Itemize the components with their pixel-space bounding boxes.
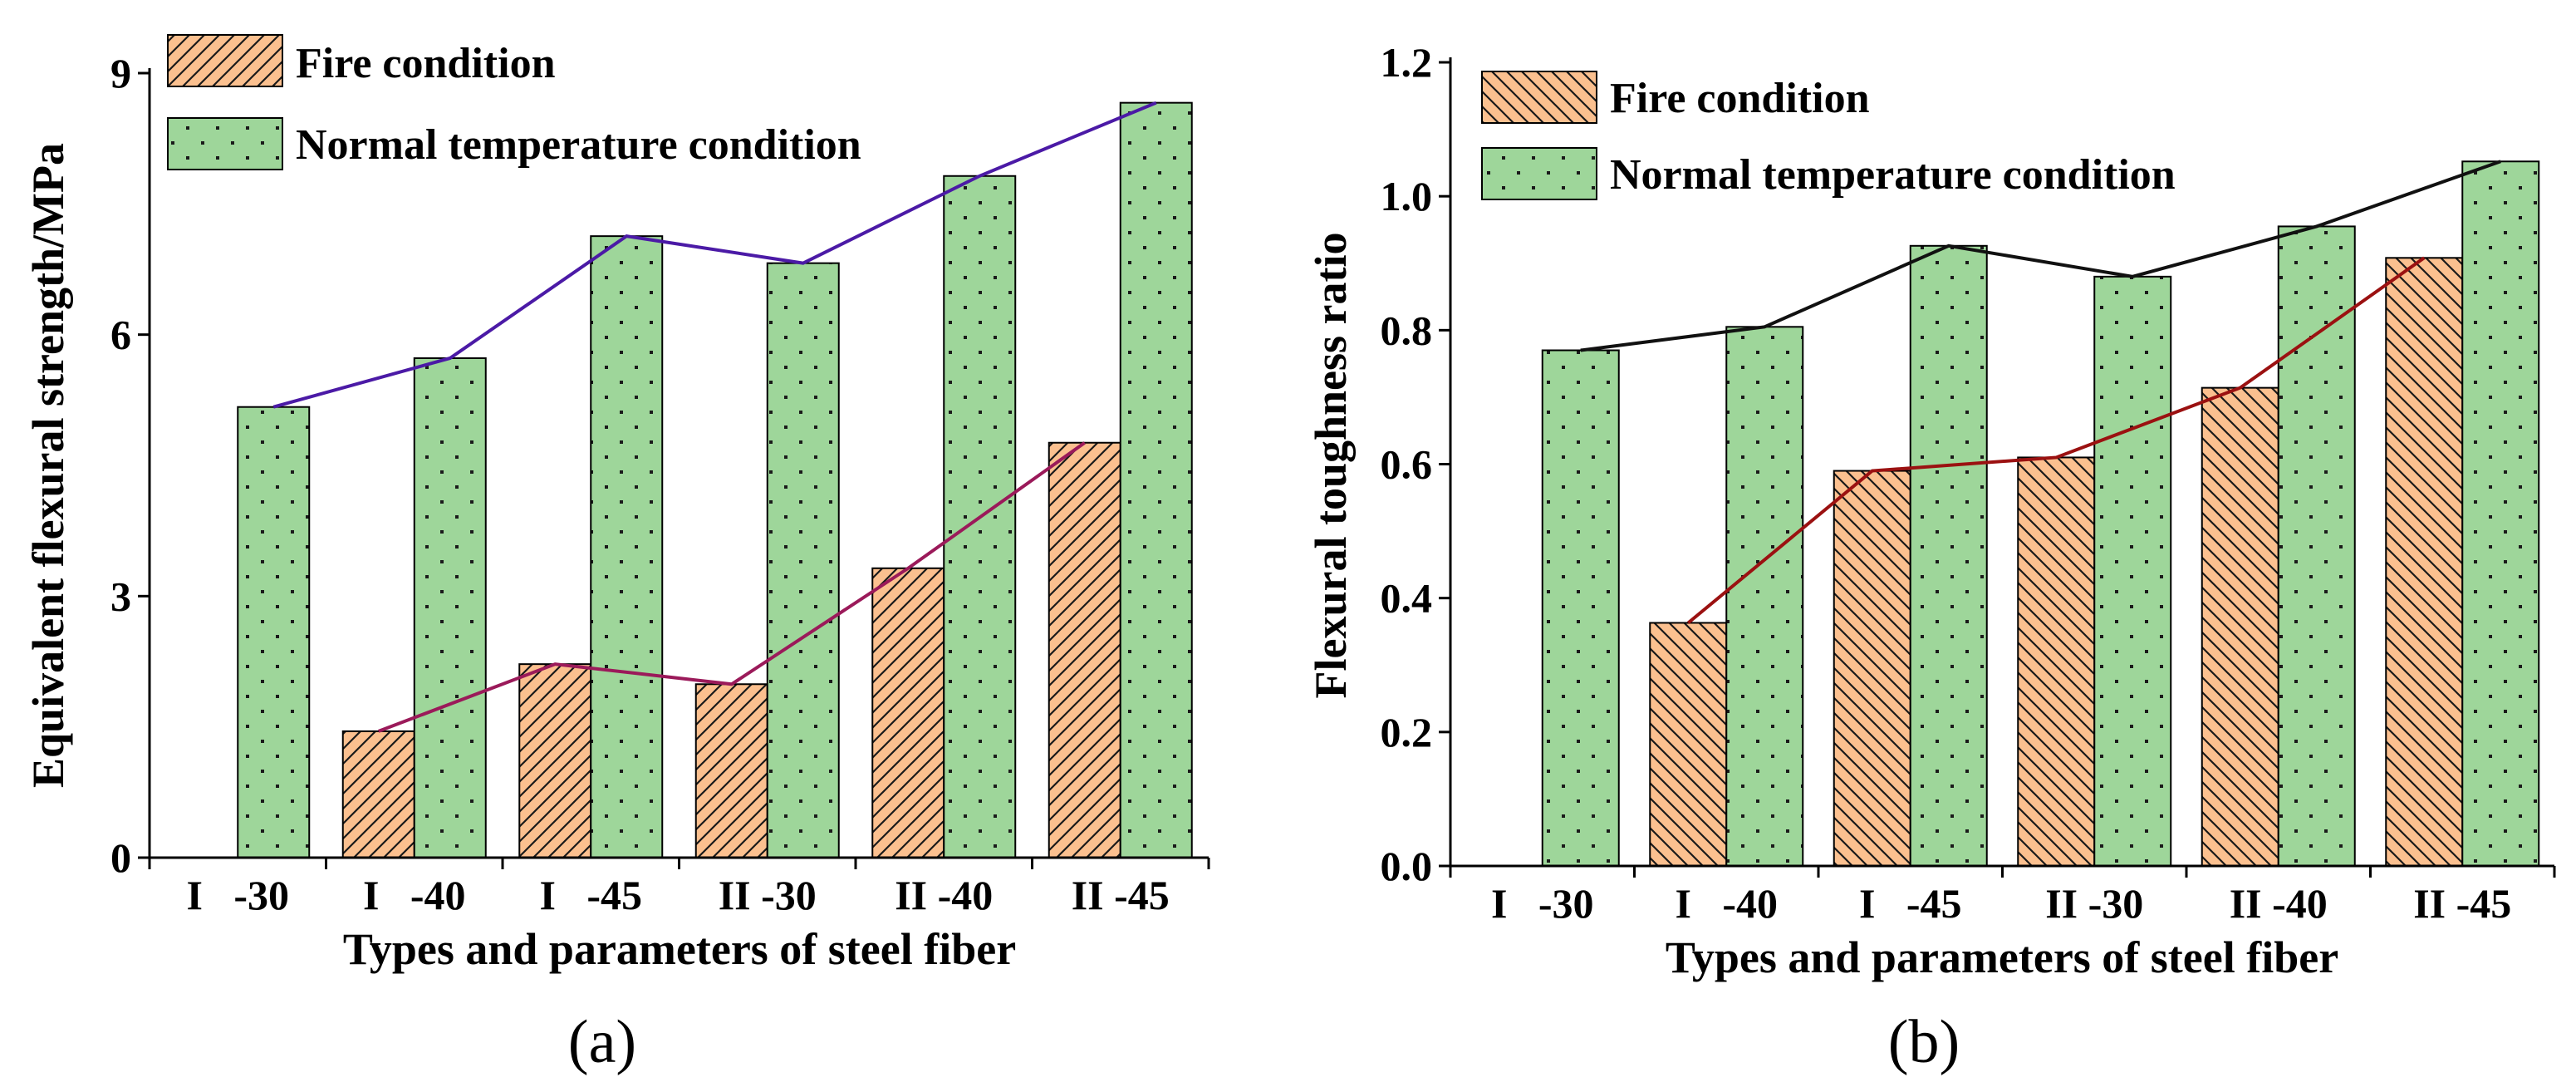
bar-normal-3 — [766, 262, 840, 858]
bar-fire-4 — [2201, 386, 2279, 867]
bars-layer-a — [237, 101, 1193, 859]
legend-a: Fire condition Normal temperature condit… — [167, 34, 861, 170]
x-tick-label: II -40 — [895, 872, 993, 918]
y-tick-label: 0 — [110, 834, 131, 881]
x-tick-label: I -40 — [1675, 880, 1778, 927]
y-tick-label: 1.0 — [1381, 173, 1433, 219]
legend-swatch-fire — [167, 34, 283, 87]
x-tick-label: II -30 — [719, 872, 817, 918]
legend-swatch-normal — [1481, 147, 1597, 200]
bar-normal-1 — [1725, 326, 1804, 868]
y-tick-label: 9 — [110, 50, 131, 96]
axes-b: 0.0 0.2 0.4 0.6 0.8 1.0 1.2 I -30 I -40 I -45 II -… — [1381, 39, 2556, 927]
y-tick-label: 0.4 — [1381, 575, 1433, 622]
legend-swatch-normal — [167, 117, 283, 170]
legend-label-fire: Fire condition — [1610, 75, 1870, 122]
trend-line-fire — [378, 441, 1086, 733]
bar-normal-2 — [590, 235, 664, 858]
y-tick-label: 0.2 — [1381, 709, 1433, 755]
bar-normal-0 — [237, 406, 311, 859]
bar-fire-5 — [2385, 257, 2464, 867]
bar-fire-3 — [694, 683, 768, 858]
bar-normal-4 — [2277, 225, 2356, 868]
y-tick-label: 0.6 — [1381, 441, 1433, 488]
bar-normal-3 — [2093, 275, 2172, 868]
bar-fire-1 — [1649, 622, 1728, 867]
x-axis-title-b: Types and parameters of steel fiber — [1666, 932, 2338, 982]
x-tick-label: I -30 — [186, 872, 289, 918]
bar-normal-2 — [1909, 244, 1988, 867]
bar-fire-5 — [1048, 441, 1121, 858]
x-tick-label: I -30 — [1491, 880, 1594, 927]
x-axis-title-a: Types and parameters of steel fiber — [343, 924, 1016, 974]
trend-line-normal — [1580, 160, 2501, 352]
trend-lines-a — [272, 101, 1157, 733]
legend-swatch-fire — [1481, 71, 1597, 124]
x-tick-label: II -45 — [1072, 872, 1170, 918]
panel-label-b: (b) — [1888, 1008, 1960, 1076]
trend-lines-b — [1580, 160, 2501, 625]
legend-label-normal: Normal temperature condition — [1610, 151, 2176, 199]
bar-normal-5 — [1119, 101, 1193, 858]
bar-fire-4 — [871, 567, 945, 858]
x-tick-label: II -30 — [2045, 880, 2143, 927]
legend-b: Fire condition Normal temperature condit… — [1481, 71, 2176, 200]
x-tick-label: II -45 — [2413, 880, 2511, 927]
y-tick-label: 3 — [110, 573, 131, 619]
y-axis-title-a: Equivalent flexural strength/MPa — [23, 143, 73, 788]
y-tick-label: 6 — [110, 312, 131, 358]
axes-a: 0 3 6 9 I -30 I -40 I -45 II -30 II -40 II -45 — [110, 50, 1210, 918]
bar-normal-1 — [413, 357, 487, 858]
x-tick-label: I -45 — [539, 872, 642, 918]
trend-line-normal — [272, 101, 1157, 409]
bar-fire-2 — [518, 663, 592, 858]
trend-line-fire — [1686, 256, 2426, 625]
x-tick-label: I -40 — [363, 872, 466, 918]
bar-normal-5 — [2461, 160, 2540, 868]
bar-fire-1 — [341, 730, 415, 859]
bar-normal-0 — [1541, 349, 1620, 867]
panel-label-a: (a) — [568, 1008, 636, 1076]
y-axis-title-b: Flexural toughness ratio — [1306, 233, 1356, 699]
bar-fire-2 — [1833, 470, 1911, 868]
y-tick-label: 0.0 — [1381, 843, 1433, 889]
y-tick-label: 0.8 — [1381, 307, 1433, 353]
chart-panel-a: 0 3 6 9 I -30 I -40 I -45 II -30 II -40 II -45 Fi… — [23, 34, 1210, 1076]
bar-fire-3 — [2017, 456, 2096, 867]
y-tick-label: 1.2 — [1381, 39, 1433, 86]
x-tick-label: II -40 — [2230, 880, 2328, 927]
chart-panel-b: 0.0 0.2 0.4 0.6 0.8 1.0 1.2 I -30 I -40 I -45 II -… — [1306, 39, 2556, 1076]
x-tick-label: I -45 — [1859, 880, 1962, 927]
bars-layer-b — [1541, 160, 2540, 868]
legend-label-normal: Normal temperature condition — [296, 121, 861, 169]
legend-label-fire: Fire condition — [296, 40, 556, 87]
